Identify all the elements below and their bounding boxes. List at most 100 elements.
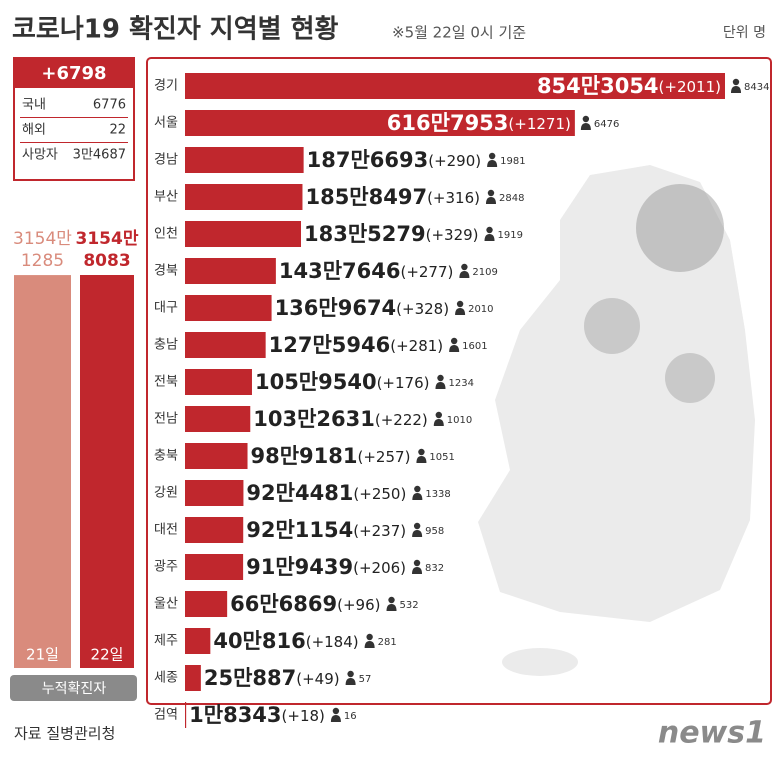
value-label: 616만7953	[387, 111, 509, 135]
bar	[185, 258, 276, 284]
person-icon	[364, 633, 375, 648]
deaths-label: 832	[425, 563, 444, 574]
new-cases-label: (+329)	[426, 226, 479, 244]
map	[478, 165, 755, 676]
category-label: 경북	[154, 264, 178, 279]
icon-head	[435, 411, 442, 419]
icon-body	[386, 604, 397, 611]
icon-head	[413, 522, 421, 530]
category-label: 경남	[154, 153, 178, 168]
new-cases-label: (+257)	[358, 448, 411, 466]
category-label: 대전	[154, 523, 178, 538]
bar	[185, 702, 187, 728]
bar	[185, 147, 304, 173]
icon-body	[412, 567, 423, 574]
category-label: 전북	[154, 375, 178, 390]
category-label: 전남	[154, 412, 178, 427]
bar	[185, 554, 244, 580]
bar-label: 98만9181(+257)	[251, 444, 411, 468]
cumulative-label: 3154만	[13, 229, 72, 249]
peninsula	[478, 165, 755, 622]
island	[502, 648, 578, 676]
value-label: 187만6693	[307, 148, 429, 172]
new-cases-label: (+1271)	[508, 115, 570, 133]
virus	[665, 353, 715, 403]
summary-value: 22	[109, 123, 126, 138]
bar	[185, 628, 211, 654]
value-label: 98만9181	[251, 444, 358, 468]
bar-label: 616만7953(+1271)	[387, 111, 571, 135]
value-label: 105만9540	[255, 370, 377, 394]
icon-body	[412, 530, 423, 537]
unit: 단위 명	[723, 25, 766, 41]
icon-body	[412, 493, 423, 500]
new-cases-label: (+237)	[353, 522, 406, 540]
person-icon	[412, 522, 423, 537]
category-label: 광주	[154, 560, 178, 575]
person-icon	[487, 152, 498, 167]
icon-head	[418, 448, 425, 456]
icon-head	[488, 152, 496, 160]
deaths-label: 1338	[425, 489, 450, 500]
value-label: 136만9674	[275, 296, 397, 320]
new-cases-label: (+277)	[400, 263, 453, 281]
deaths-label: 6476	[594, 119, 619, 130]
total-new: +6798	[41, 63, 106, 84]
value-label: 66만6869	[230, 592, 337, 616]
category-label: 강원	[154, 486, 178, 501]
person-icon	[345, 670, 356, 685]
value-label: 185만8497	[305, 185, 427, 209]
bar	[185, 221, 302, 247]
bar	[185, 332, 266, 358]
icon-head	[450, 337, 458, 345]
icon-head	[347, 670, 354, 678]
icon-body	[330, 715, 341, 722]
deaths-label: 1010	[447, 415, 472, 426]
category-label: 충남	[154, 338, 178, 353]
bar-label: 143만7646(+277)	[279, 259, 454, 283]
value-label: 92만4481	[246, 481, 353, 505]
value-label: 92만1154	[246, 518, 353, 542]
person-icon	[485, 189, 496, 204]
category-label: 검역	[154, 708, 178, 723]
icon-body	[449, 345, 460, 352]
category-label: 울산	[154, 597, 178, 612]
bar	[185, 517, 244, 543]
deaths-label: 2109	[472, 267, 497, 278]
summary-value: 3만4687	[73, 148, 126, 163]
value-label: 854만3054	[537, 74, 659, 98]
value-label: 143만7646	[279, 259, 401, 283]
value-label: 40만816	[213, 629, 305, 653]
value-label: 103만2631	[253, 407, 375, 431]
cumulative-bar	[14, 275, 71, 668]
bar-label: 854만3054(+2011)	[537, 74, 721, 98]
cumulative-label: 8083	[83, 251, 130, 271]
value-label: 183만5279	[304, 222, 426, 246]
deaths-label: 1601	[462, 341, 487, 352]
bar	[185, 665, 201, 691]
bar	[185, 110, 575, 136]
icon-body	[435, 382, 446, 389]
cumulative-caption: 누적확진자	[42, 681, 107, 697]
icon-body	[484, 234, 495, 241]
new-cases-label: (+281)	[390, 337, 443, 355]
category-label: 제주	[154, 634, 178, 649]
value-label: 91만9439	[246, 555, 353, 579]
summary-header	[14, 58, 134, 88]
value-label: 127만5946	[269, 333, 391, 357]
icon-head	[456, 300, 464, 308]
source: 자료 질병관리청	[14, 725, 115, 743]
bar-label: 40만816(+184)	[213, 629, 358, 653]
new-cases-label: (+250)	[353, 485, 406, 503]
new-cases-label: (+96)	[337, 596, 380, 614]
deaths-label: 2010	[468, 304, 493, 315]
new-cases-label: (+206)	[353, 559, 406, 577]
deaths-label: 57	[359, 674, 372, 685]
icon-head	[413, 559, 421, 567]
cumulative-category: 22일	[91, 646, 124, 664]
category-label: 세종	[154, 671, 178, 686]
virus-icons	[584, 184, 724, 403]
bar-label: 66만6869(+96)	[230, 592, 380, 616]
person-icon	[580, 115, 591, 130]
cumulative-category: 21일	[26, 646, 59, 664]
